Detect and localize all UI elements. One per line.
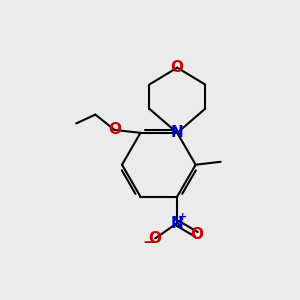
- Text: +: +: [178, 212, 187, 222]
- Text: O: O: [149, 231, 162, 246]
- Text: N: N: [171, 216, 184, 231]
- Text: −: −: [142, 235, 155, 250]
- Text: N: N: [171, 125, 184, 140]
- Text: O: O: [171, 60, 184, 75]
- Text: O: O: [190, 227, 203, 242]
- Text: O: O: [108, 122, 121, 137]
